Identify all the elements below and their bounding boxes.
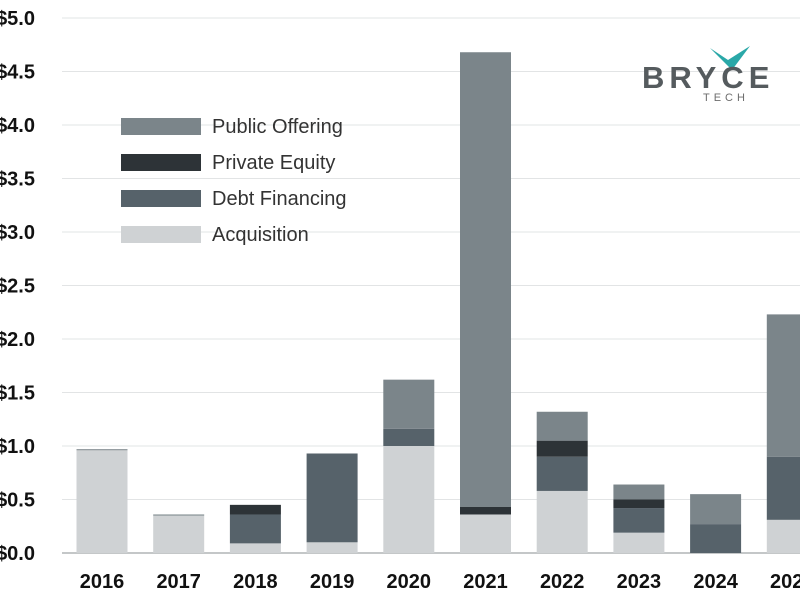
bar-segment: Public Offering 2024 bbox=[690, 494, 742, 525]
logo-chevron-icon bbox=[710, 46, 750, 70]
x-tick-label: 2017 bbox=[156, 571, 201, 593]
y-tick-label: $4.0 bbox=[0, 115, 35, 137]
bar-segment: Acquisition 2019 bbox=[306, 542, 358, 553]
x-tick-label: 2019 bbox=[310, 571, 355, 593]
legend: Public Offering Private Equity Debt Financ… bbox=[121, 116, 347, 246]
legend-label: Debt Financing bbox=[212, 188, 347, 210]
bar-segment: Public Offering 2021 bbox=[460, 52, 511, 507]
y-tick-label: $2.0 bbox=[0, 329, 35, 351]
x-tick-label: 2016 bbox=[80, 571, 125, 593]
bar-segment: Acquisition 2017 bbox=[153, 515, 205, 553]
y-tick-label: $3.0 bbox=[0, 222, 35, 244]
bar-segment: Debt Financing 2024 bbox=[690, 524, 742, 553]
bar-segment: Acquisition 2016 bbox=[76, 450, 128, 553]
y-tick-label: $3.5 bbox=[0, 169, 35, 191]
legend-label: Acquisition bbox=[212, 224, 309, 246]
x-tick-label: 2025 bbox=[770, 571, 800, 593]
bar-segment: Debt Financing 2019 bbox=[306, 453, 358, 543]
x-tick-label: 2022 bbox=[540, 571, 585, 593]
bar-segment: Public Offering 2023 bbox=[613, 484, 665, 500]
y-tick-label: $1.0 bbox=[0, 436, 35, 458]
bar-segment: Public Offering 2022 bbox=[536, 411, 588, 441]
legend-swatch bbox=[121, 154, 201, 171]
y-tick-label: $2.5 bbox=[0, 276, 35, 298]
legend-swatch bbox=[121, 190, 201, 207]
y-tick-label: $4.5 bbox=[0, 62, 35, 84]
logo-wordmark: BRYCE bbox=[642, 60, 774, 95]
legend-label: Public Offering bbox=[212, 116, 343, 138]
bar-segment: Public Offering 2016 bbox=[76, 449, 128, 451]
bar-segment: Private Equity 2021 bbox=[460, 506, 511, 515]
bar-segment: Debt Financing 2023 bbox=[613, 508, 665, 533]
bar-segment: Public Offering 2020 bbox=[383, 379, 435, 429]
x-tick-label: 2018 bbox=[233, 571, 278, 593]
legend-swatch bbox=[121, 226, 201, 243]
y-tick-label: $0.5 bbox=[0, 490, 35, 512]
bar-segment: Acquisition 2023 bbox=[613, 532, 665, 553]
bar-segment: Private Equity 2023 bbox=[613, 499, 665, 509]
x-tick-label: 2021 bbox=[463, 571, 508, 593]
bar-segment: Acquisition 2025 bbox=[766, 519, 800, 553]
legend-swatch bbox=[121, 118, 201, 135]
bar-segment: Private Equity 2018 bbox=[229, 504, 281, 515]
x-tick-label: 2023 bbox=[617, 571, 662, 593]
bar-segment: Public Offering 2017 bbox=[153, 514, 205, 516]
y-tick-label: $5.0 bbox=[0, 8, 35, 30]
bar-segment: Public Offering 2025 bbox=[766, 314, 800, 457]
bar-segment: Acquisition 2021 bbox=[460, 514, 511, 553]
bar-segment: Acquisition 2022 bbox=[536, 490, 588, 553]
bar-segment: Debt Financing 2020 bbox=[383, 428, 435, 446]
bars: Acquisition 2016Public Offering 2016 Acqu… bbox=[76, 52, 800, 553]
bar-segment: Acquisition 2020 bbox=[383, 446, 435, 553]
x-tick-label: 2024 bbox=[693, 571, 738, 593]
bar-segment: Acquisition 2018 bbox=[229, 543, 281, 553]
bar-segment: Debt Financing 2018 bbox=[229, 514, 281, 544]
bar-segment: Debt Financing 2022 bbox=[536, 456, 588, 491]
y-tick-label: $0.0 bbox=[0, 543, 35, 565]
x-tick-label: 2020 bbox=[387, 571, 432, 593]
y-tick-label: $1.5 bbox=[0, 383, 35, 405]
bar-segment: Debt Financing 2025 bbox=[766, 456, 800, 520]
brycetech-logo: BRYCE TECH bbox=[642, 46, 774, 104]
logo-subtext: TECH bbox=[703, 92, 749, 104]
bar-segment: Private Equity 2022 bbox=[536, 440, 588, 457]
x-axis: 2016 2017 2018 2019 2020 2021 2022 2023 2024 2025 bbox=[80, 571, 800, 593]
legend-label: Private Equity bbox=[212, 152, 335, 174]
